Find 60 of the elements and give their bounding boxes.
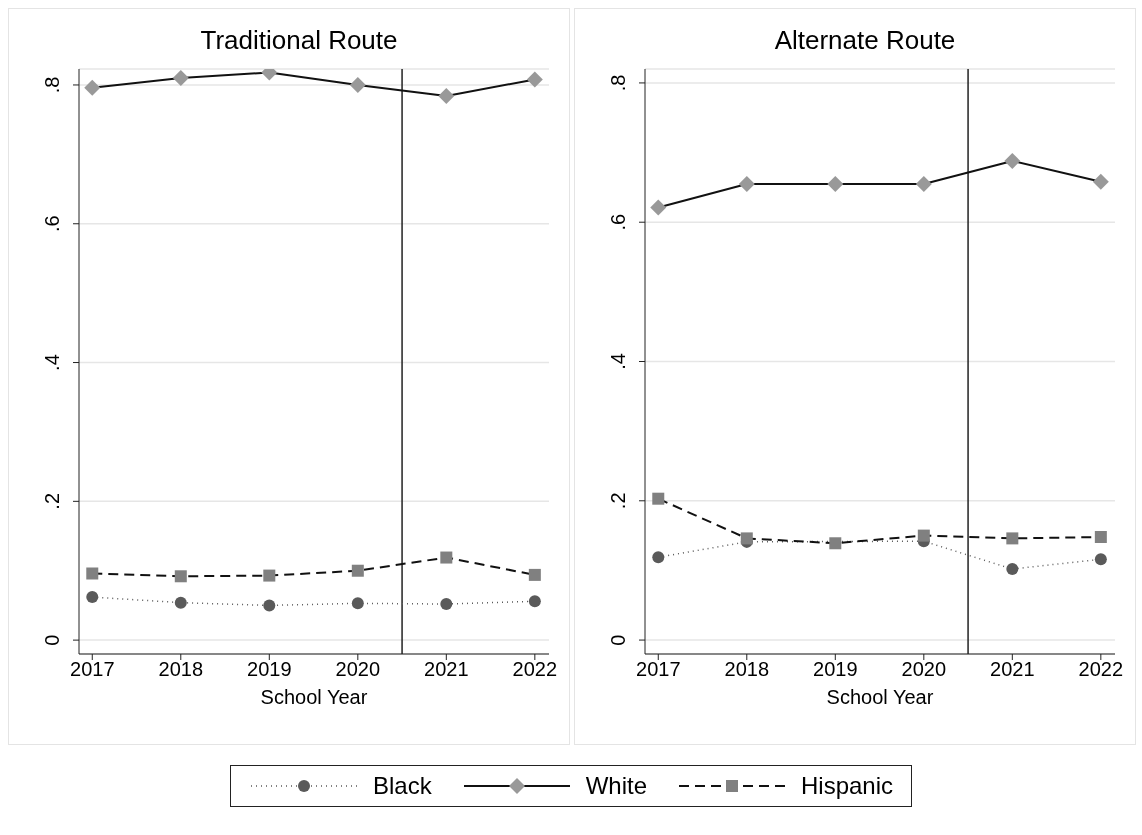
point: [263, 569, 276, 582]
point: [86, 567, 99, 580]
chart-title: Traditional Route: [200, 25, 398, 55]
x-axis-title: School Year: [260, 686, 368, 708]
point: [1006, 532, 1019, 545]
point: [652, 551, 665, 564]
point: [1094, 531, 1107, 543]
y-tick-label: .4: [41, 354, 63, 371]
x-tick-label: 2020: [901, 658, 947, 681]
legend-label: Black: [372, 772, 432, 800]
x-tick-label: 2018: [724, 658, 770, 681]
y-tick-label: .4: [607, 353, 629, 370]
y-tick-label: .2: [41, 492, 63, 510]
chart-title: Alternate Route: [774, 25, 956, 55]
point: [438, 88, 455, 105]
x-tick-label: 2019: [813, 658, 858, 681]
x-tick-label: 2022: [1078, 658, 1124, 681]
point: [351, 597, 364, 610]
x-tick-label: 2017: [636, 658, 681, 681]
point: [174, 596, 187, 609]
x-axis-title: School Year: [826, 686, 934, 708]
point: [526, 71, 543, 88]
point: [349, 76, 366, 93]
point: [84, 79, 101, 96]
x-tick-label: 2021: [990, 658, 1035, 681]
point: [528, 568, 541, 581]
point: [86, 591, 99, 604]
x-tick-label: 2019: [247, 658, 292, 681]
legend-label: Hispanic: [801, 772, 894, 800]
point: [174, 570, 187, 583]
x-tick-label: 2022: [512, 658, 558, 681]
point: [915, 175, 932, 192]
point: [263, 599, 276, 612]
y-tick-label: 0: [41, 634, 63, 646]
point: [172, 70, 189, 87]
y-tick-label: .8: [41, 76, 63, 94]
x-tick-label: 2017: [70, 658, 115, 681]
point: [738, 175, 755, 192]
point: [650, 199, 667, 216]
point: [1004, 152, 1021, 169]
y-tick-label: .2: [607, 492, 629, 510]
x-tick-label: 2020: [335, 658, 381, 681]
legend-label: White: [585, 772, 647, 800]
point: [528, 595, 541, 608]
point: [440, 598, 453, 611]
point: [351, 564, 364, 577]
point: [1092, 173, 1109, 190]
point: [1094, 553, 1107, 566]
point: [827, 175, 844, 192]
y-tick-label: .8: [607, 74, 629, 92]
x-tick-label: 2021: [424, 658, 469, 681]
point: [917, 529, 930, 542]
y-tick-label: 0: [607, 634, 629, 646]
point: [652, 492, 665, 505]
x-tick-label: 2018: [158, 658, 204, 681]
y-tick-label: .6: [607, 213, 629, 231]
y-tick-label: .6: [41, 215, 63, 233]
point: [829, 537, 842, 550]
point: [1006, 563, 1019, 576]
point: [440, 551, 453, 564]
